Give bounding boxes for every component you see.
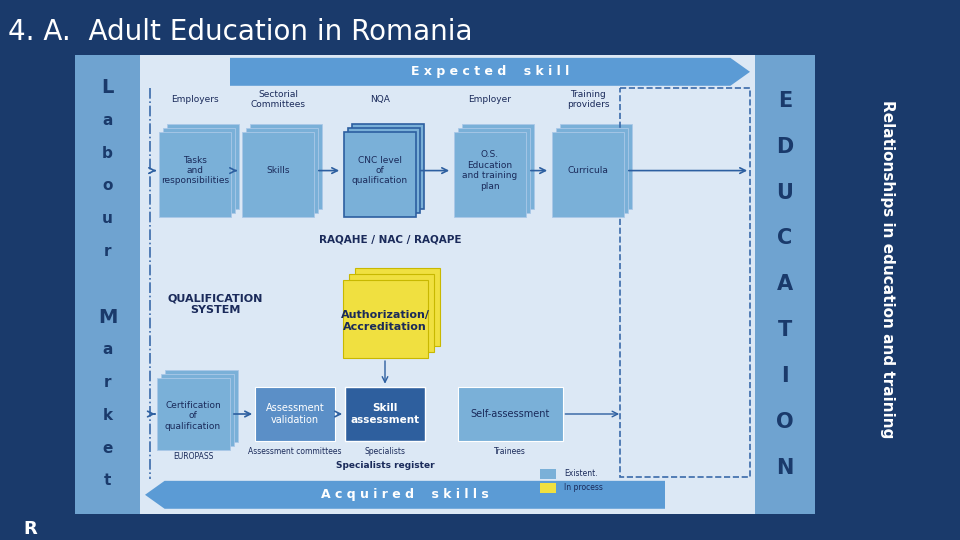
Bar [345, 387, 425, 441]
Text: I: I [781, 366, 789, 386]
Text: Authorization/
Accreditation: Authorization/ Accreditation [341, 310, 429, 332]
FancyBboxPatch shape [556, 128, 628, 213]
Text: Skill
assessment: Skill assessment [350, 403, 420, 425]
Bar [815, 0, 960, 539]
Text: NQA: NQA [370, 95, 390, 104]
Text: Certification
of
qualification: Certification of qualification [165, 401, 221, 431]
Text: C: C [778, 228, 793, 248]
Text: u: u [102, 211, 113, 226]
Text: Specialists register: Specialists register [336, 461, 434, 470]
Text: N: N [777, 458, 794, 478]
Bar [458, 387, 563, 441]
Polygon shape [145, 481, 665, 509]
Text: r: r [104, 375, 111, 390]
Text: M: M [98, 308, 117, 327]
FancyBboxPatch shape [354, 268, 440, 346]
Text: Employer: Employer [468, 95, 512, 104]
Bar [140, 55, 755, 514]
Polygon shape [230, 58, 750, 86]
FancyBboxPatch shape [352, 124, 424, 209]
Bar [540, 469, 556, 479]
Text: Curricula: Curricula [567, 166, 609, 175]
Text: CNC level
of
qualification: CNC level of qualification [352, 156, 408, 185]
FancyBboxPatch shape [343, 280, 427, 358]
Text: Relationships in education and training: Relationships in education and training [880, 100, 895, 438]
Text: Sectorial
Committees: Sectorial Committees [251, 90, 305, 110]
Text: RAQAHE / NAC / RAQAPE: RAQAHE / NAC / RAQAPE [319, 234, 461, 245]
FancyBboxPatch shape [462, 124, 534, 209]
Text: e: e [103, 441, 112, 456]
Text: r: r [104, 244, 111, 259]
Text: Assessment committees: Assessment committees [249, 447, 342, 456]
FancyBboxPatch shape [246, 128, 318, 213]
Text: Self-assessment: Self-assessment [470, 409, 550, 419]
FancyBboxPatch shape [552, 132, 624, 217]
Text: QUALIFICATION
SYSTEM: QUALIFICATION SYSTEM [167, 293, 263, 315]
FancyBboxPatch shape [159, 132, 231, 217]
FancyBboxPatch shape [160, 374, 233, 446]
Text: k: k [103, 408, 112, 423]
Text: Employers: Employers [171, 95, 219, 104]
Text: Skills: Skills [266, 166, 290, 175]
FancyBboxPatch shape [344, 132, 416, 217]
Text: EUROPASS: EUROPASS [173, 452, 213, 461]
Text: T: T [778, 320, 792, 340]
FancyBboxPatch shape [458, 128, 530, 213]
Text: A: A [777, 274, 793, 294]
Text: b: b [102, 146, 113, 161]
Text: a: a [103, 342, 112, 357]
Text: Trainees: Trainees [494, 447, 526, 456]
Text: In process: In process [564, 483, 603, 492]
Text: 4. A.  Adult Education in Romania: 4. A. Adult Education in Romania [8, 18, 472, 46]
Text: Specialists: Specialists [365, 447, 405, 456]
Text: A c q u i r e d    s k i l l s: A c q u i r e d s k i l l s [322, 488, 489, 501]
Text: Training
providers: Training providers [566, 90, 610, 110]
Text: Existent.: Existent. [564, 469, 598, 478]
FancyBboxPatch shape [454, 132, 526, 217]
FancyBboxPatch shape [560, 124, 632, 209]
Text: O: O [777, 412, 794, 432]
Bar [540, 483, 556, 493]
Text: Tasks
and
responsibilities: Tasks and responsibilities [161, 156, 229, 185]
Text: o: o [103, 179, 112, 193]
Text: E: E [778, 91, 792, 111]
FancyBboxPatch shape [348, 128, 420, 213]
Text: E x p e c t e d    s k i l l: E x p e c t e d s k i l l [411, 65, 569, 78]
FancyBboxPatch shape [167, 124, 239, 209]
FancyBboxPatch shape [163, 128, 235, 213]
Text: t: t [104, 474, 111, 489]
Text: a: a [103, 113, 112, 128]
FancyBboxPatch shape [348, 274, 434, 352]
Text: U: U [777, 183, 793, 202]
Text: D: D [777, 137, 794, 157]
FancyBboxPatch shape [164, 370, 237, 442]
Text: L: L [102, 78, 113, 97]
Text: Assessment
validation: Assessment validation [266, 403, 324, 425]
Bar [620, 88, 750, 477]
FancyBboxPatch shape [156, 378, 229, 450]
Bar [255, 387, 335, 441]
Text: R: R [23, 519, 36, 538]
Text: O.S.
Education
and training
plan: O.S. Education and training plan [463, 151, 517, 191]
Bar [75, 55, 140, 514]
FancyBboxPatch shape [242, 132, 314, 217]
Bar [755, 55, 815, 514]
FancyBboxPatch shape [250, 124, 322, 209]
